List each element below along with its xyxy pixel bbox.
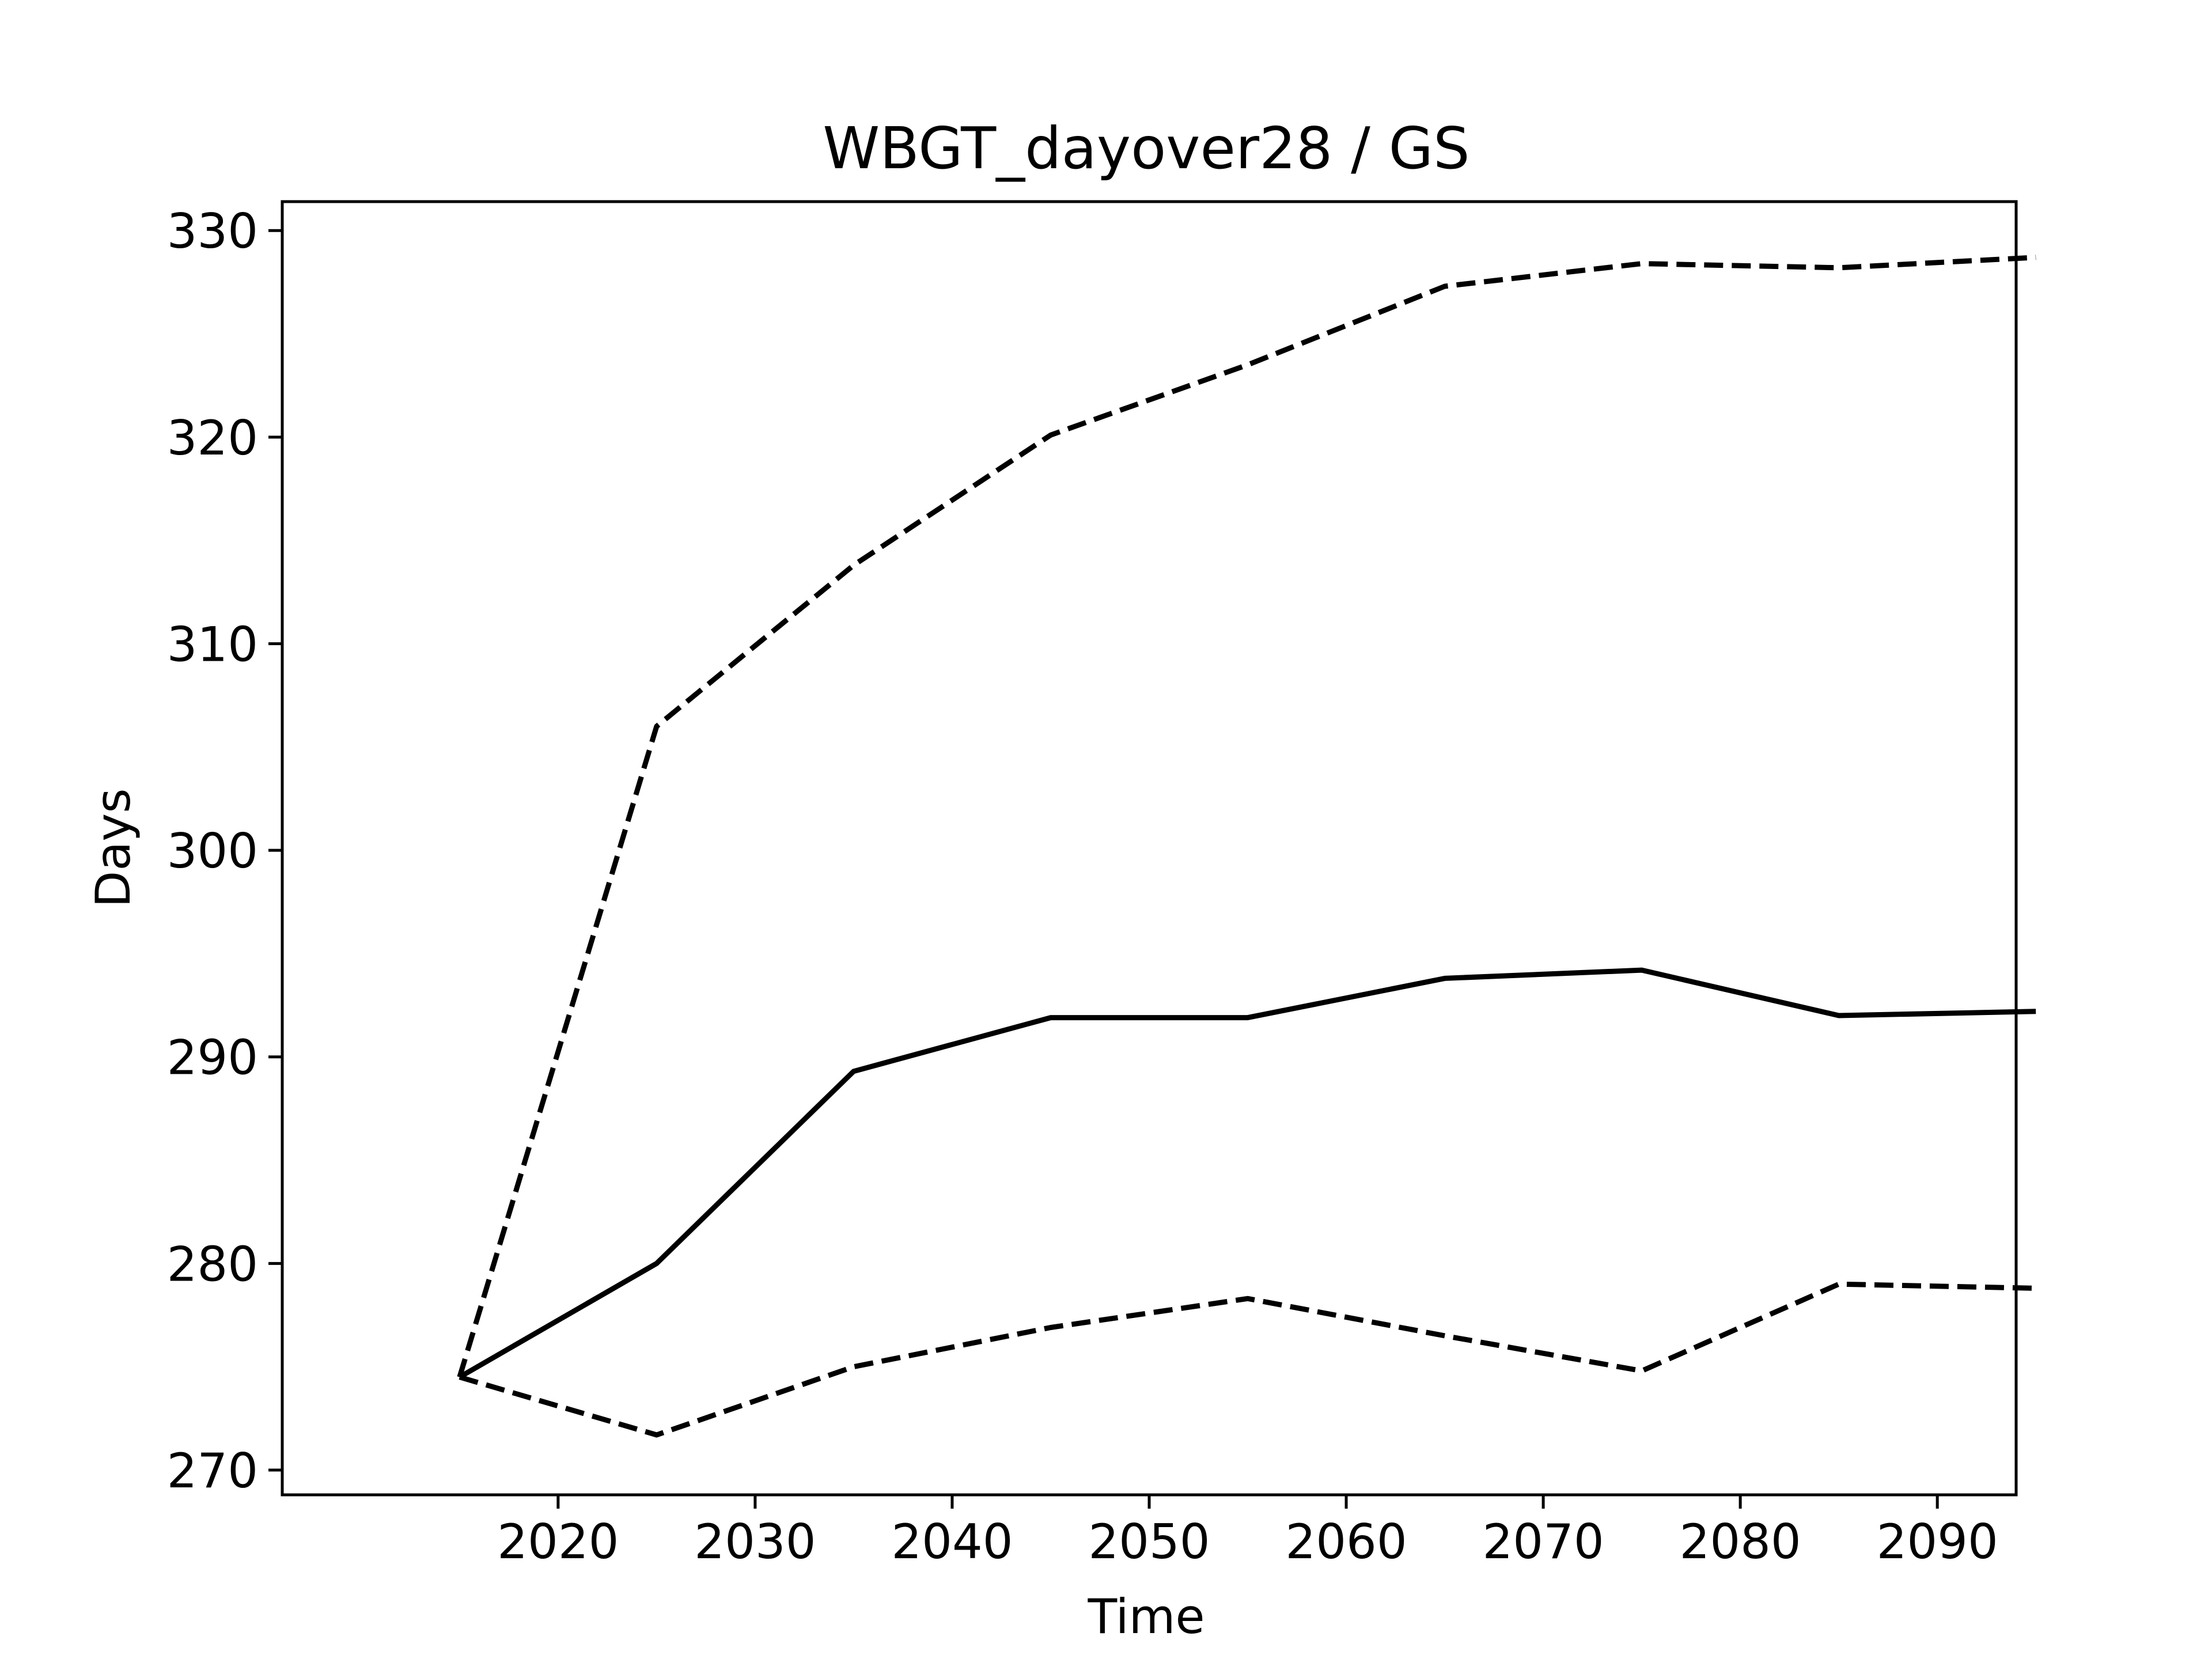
series-group bbox=[457, 255, 2036, 1438]
y-tick-label: 330 bbox=[167, 203, 258, 259]
x-tick-label: 2030 bbox=[694, 1514, 816, 1570]
y-tick-label: 310 bbox=[167, 616, 258, 672]
x-tick-label: 2090 bbox=[1877, 1514, 1998, 1570]
series-line-3 bbox=[459, 1281, 2036, 1438]
x-tick-label: 2050 bbox=[1088, 1514, 1210, 1570]
series-line-1 bbox=[457, 255, 2036, 1378]
y-tick-label: 270 bbox=[167, 1443, 258, 1499]
chart-title: WBGT_dayover28 / GS bbox=[823, 115, 1469, 182]
x-axis: 2020 2030 2040 2050 2060 2070 2080 2090 bbox=[497, 1495, 1998, 1570]
x-tick-label: 2070 bbox=[1482, 1514, 1604, 1570]
y-tick-label: 280 bbox=[167, 1236, 258, 1292]
x-tick-label: 2020 bbox=[497, 1514, 619, 1570]
x-axis-label: Time bbox=[1087, 1589, 1205, 1645]
y-tick-label: 300 bbox=[167, 823, 258, 879]
series-line-2 bbox=[458, 967, 2036, 1380]
x-tick-label: 2040 bbox=[891, 1514, 1013, 1570]
x-tick-label: 2060 bbox=[1285, 1514, 1407, 1570]
y-axis-label: Days bbox=[85, 788, 141, 907]
y-tick-label: 290 bbox=[167, 1030, 258, 1086]
x-tick-label: 2080 bbox=[1680, 1514, 1801, 1570]
y-axis: 270 280 290 300 310 320 330 bbox=[167, 203, 282, 1499]
y-tick-label: 320 bbox=[167, 410, 258, 466]
